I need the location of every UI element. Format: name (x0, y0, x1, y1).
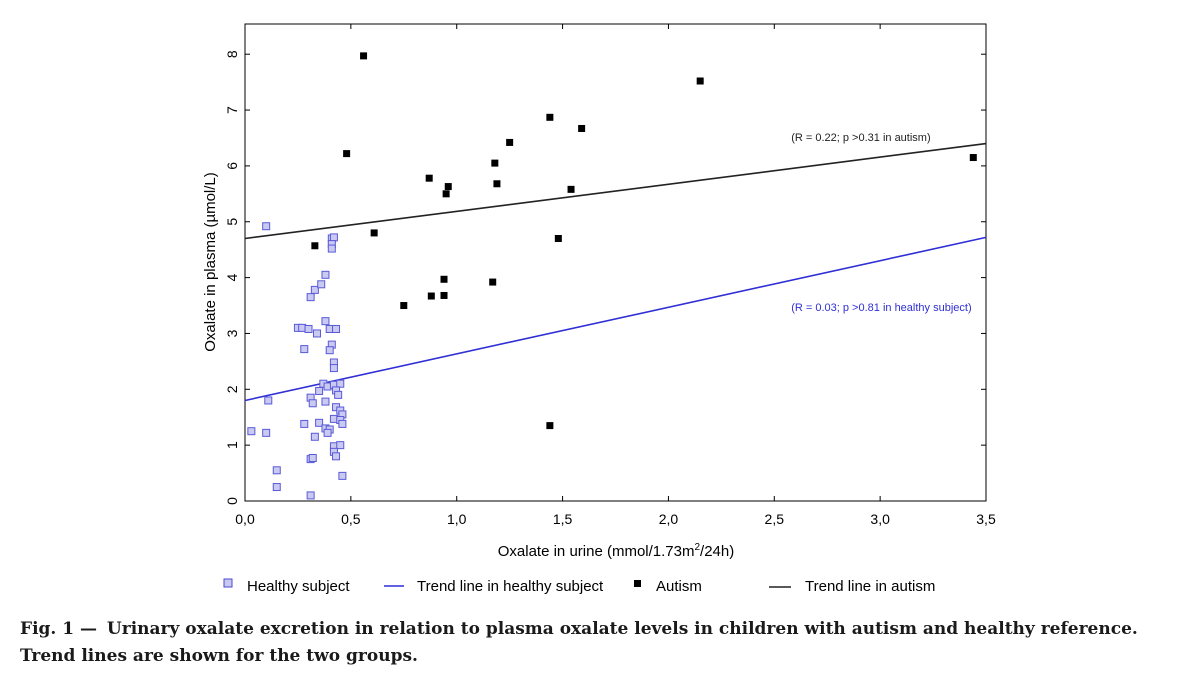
point-autism (546, 422, 554, 430)
data-points (247, 52, 977, 500)
point-autism (578, 124, 586, 132)
point-healthy (334, 390, 343, 399)
figure-caption: Fig. 1 — Urinary oxalate excretion in re… (20, 616, 1170, 670)
point-healthy (308, 399, 317, 408)
point-autism (425, 174, 433, 182)
x-tick-label: 2,5 (765, 511, 785, 527)
point-healthy (308, 453, 317, 462)
x-axis: 0,0 0,5 1,0 1,5 2,0 2,5 3,0 3,5 (235, 24, 996, 527)
point-healthy (317, 280, 326, 289)
legend: Healthy subject Trend line in healthy su… (223, 578, 935, 595)
annotation-healthy: (R = 0.03; p >0.81 in healthy subject) (791, 302, 971, 314)
point-autism (696, 77, 704, 85)
y-tick-label: 1 (224, 441, 240, 449)
plot-area-frame (244, 23, 987, 502)
point-healthy (329, 364, 338, 373)
point-autism (969, 154, 977, 162)
x-tick-label: 1,0 (447, 511, 467, 527)
legend-healthy-trend-label: Trend line in healthy subject (417, 578, 604, 595)
x-tick-label: 0,5 (341, 511, 361, 527)
point-autism (440, 291, 448, 299)
point-healthy (338, 471, 347, 480)
x-tick-label: 2,0 (659, 511, 679, 527)
point-healthy (262, 222, 271, 231)
point-healthy (300, 345, 309, 354)
y-tick-label: 8 (224, 50, 240, 58)
point-healthy (304, 324, 313, 333)
y-tick-label: 5 (224, 218, 240, 226)
annotations: (R = 0.03; p >0.81 in healthy subject) (R… (791, 132, 971, 314)
point-autism (440, 275, 448, 283)
point-autism (506, 138, 514, 146)
x-tick-label: 1,5 (553, 511, 573, 527)
point-autism (427, 292, 435, 300)
point-autism (546, 113, 554, 121)
point-healthy (332, 324, 341, 333)
y-tick-label: 7 (224, 106, 240, 114)
point-healthy (310, 285, 319, 294)
x-tick-label: 3,5 (976, 511, 996, 527)
point-healthy (272, 466, 281, 475)
legend-autism-trend-label: Trend line in autism (805, 578, 935, 595)
point-healthy (321, 317, 330, 326)
point-autism (444, 183, 452, 191)
x-axis-label: Oxalate in urine (mmol/1.73m2/24h) (498, 542, 735, 560)
point-healthy (315, 418, 324, 427)
y-axis: 0 1 2 3 4 5 6 7 8 (224, 50, 986, 505)
x-tick-label: 0,0 (235, 511, 255, 527)
point-autism (370, 229, 378, 237)
trend-line-autism (244, 142, 987, 240)
point-autism (311, 242, 319, 250)
x-axis-label-superscript: 2 (694, 542, 700, 553)
point-healthy (327, 244, 336, 253)
y-tick-label: 6 (224, 162, 240, 170)
point-autism (360, 52, 368, 60)
point-healthy (321, 397, 330, 406)
point-autism (400, 302, 408, 310)
point-healthy (321, 270, 330, 279)
point-autism (567, 185, 575, 193)
point-healthy (332, 452, 341, 461)
point-autism (491, 159, 499, 167)
point-healthy (262, 428, 271, 437)
point-healthy (306, 293, 315, 302)
point-healthy (264, 396, 273, 405)
y-axis-label: Oxalate in plasma (µmol/L) (202, 172, 219, 352)
point-autism (489, 278, 497, 286)
x-axis-label-tail: /24h) (700, 543, 734, 560)
legend-autism-symbol (634, 580, 641, 587)
figure-caption-label: Fig. 1 — (20, 619, 97, 639)
point-healthy (247, 427, 256, 436)
figure-caption-text: Urinary oxalate excretion in relation to… (20, 619, 1138, 666)
point-healthy (315, 386, 324, 395)
point-healthy (329, 233, 338, 242)
annotation-autism: (R = 0.22; p >0.31 in autism) (791, 132, 930, 144)
point-healthy (300, 419, 309, 428)
y-tick-label: 2 (224, 385, 240, 393)
point-healthy (272, 483, 281, 492)
point-healthy (338, 419, 347, 428)
x-axis-label-main: Oxalate in urine (mmol/1.73m (498, 543, 695, 560)
legend-healthy-label: Healthy subject (247, 578, 350, 595)
legend-healthy-symbol (223, 578, 233, 588)
y-tick-label: 0 (224, 497, 240, 505)
point-autism (493, 180, 501, 188)
scatter-chart: 0 1 2 3 4 5 6 7 8 0,0 0,5 1,0 1,5 2,0 2,5 3,0 3,5 (R = … (202, 23, 996, 595)
x-tick-label: 3,0 (870, 511, 890, 527)
point-healthy (336, 441, 345, 450)
point-autism (554, 235, 562, 243)
point-healthy (310, 432, 319, 441)
point-healthy (336, 379, 345, 388)
y-tick-label: 3 (224, 329, 240, 337)
point-autism (442, 190, 450, 198)
point-healthy (306, 491, 315, 500)
point-healthy (312, 329, 321, 338)
trend-lines (244, 142, 987, 402)
y-tick-label: 4 (224, 273, 240, 281)
point-healthy (325, 346, 334, 355)
trend-line-healthy (244, 236, 987, 402)
legend-autism-label: Autism (656, 578, 702, 595)
point-healthy (323, 428, 332, 437)
point-autism (343, 150, 351, 158)
